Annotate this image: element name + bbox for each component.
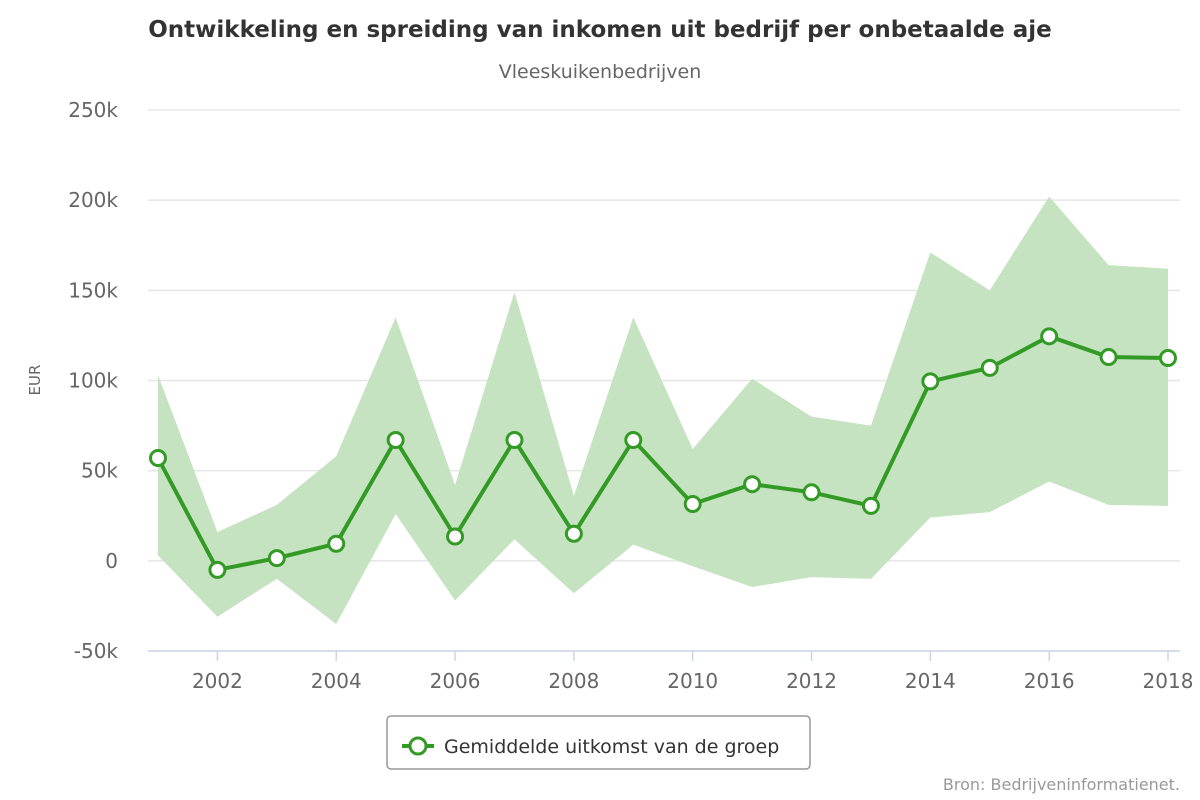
data-point[interactable]: [208, 560, 227, 579]
x-tick-label: 2002: [192, 669, 243, 693]
x-tick-label: 2018: [1143, 669, 1194, 693]
data-point[interactable]: [861, 496, 880, 515]
data-point[interactable]: [683, 495, 702, 514]
data-point[interactable]: [1159, 348, 1177, 367]
data-point[interactable]: [624, 431, 643, 450]
x-axis-ticks: 2002 2004 2006 2008 2010 2012 2014 2016 2018: [192, 669, 1193, 693]
x-tick-label: 2016: [1024, 669, 1075, 693]
data-point[interactable]: [1099, 348, 1118, 367]
y-axis-label: EUR: [26, 365, 44, 396]
data-point[interactable]: [802, 483, 821, 502]
data-point[interactable]: [743, 475, 762, 494]
x-tick-label: 2010: [667, 669, 718, 693]
x-tick-label: 2008: [548, 669, 599, 693]
spread-band-layer: [158, 196, 1168, 624]
x-tick-label: 2012: [786, 669, 837, 693]
chart-subtitle: Vleeskuikenbedrijven: [499, 61, 702, 83]
series-points-layer: [149, 327, 1177, 579]
x-tick-label: 2006: [430, 669, 481, 693]
legend-box: [386, 715, 811, 770]
data-point[interactable]: [564, 524, 583, 543]
credits-text[interactable]: Bron: Bedrijveninformatienet.: [943, 775, 1180, 794]
chart-title: Ontwikkeling en spreiding van inkomen ui…: [148, 17, 1052, 43]
series-line-layer: [156, 334, 1170, 572]
data-point[interactable]: [921, 372, 940, 391]
series-line: [156, 334, 1170, 572]
legend-marker-symbol: [408, 736, 428, 756]
legend-item-label[interactable]: Gemiddelde uitkomst van de groep: [444, 736, 779, 758]
y-tick-label: 0: [105, 549, 118, 573]
spread-band: [158, 196, 1168, 624]
y-tick-label: 150k: [68, 278, 118, 302]
y-tick-label: -50k: [74, 639, 119, 663]
data-point[interactable]: [446, 527, 465, 546]
legend[interactable]: Gemiddelde uitkomst van de groep: [386, 715, 811, 770]
y-axis-ticks: -50k 0 50k 100k 150k 200k 250k: [68, 98, 118, 663]
data-point[interactable]: [1040, 327, 1059, 346]
y-tick-label: 200k: [68, 188, 118, 212]
data-point[interactable]: [149, 449, 167, 468]
y-tick-label: 250k: [68, 98, 118, 122]
x-tick-label: 2014: [905, 669, 956, 693]
y-tick-label: 100k: [68, 369, 118, 393]
data-point[interactable]: [505, 431, 524, 450]
data-point[interactable]: [980, 358, 999, 377]
x-axis: [148, 650, 1180, 661]
y-tick-label: 50k: [81, 459, 118, 483]
x-tick-label: 2004: [311, 669, 362, 693]
data-point[interactable]: [386, 431, 405, 450]
data-point[interactable]: [327, 534, 346, 553]
data-point[interactable]: [267, 549, 286, 568]
